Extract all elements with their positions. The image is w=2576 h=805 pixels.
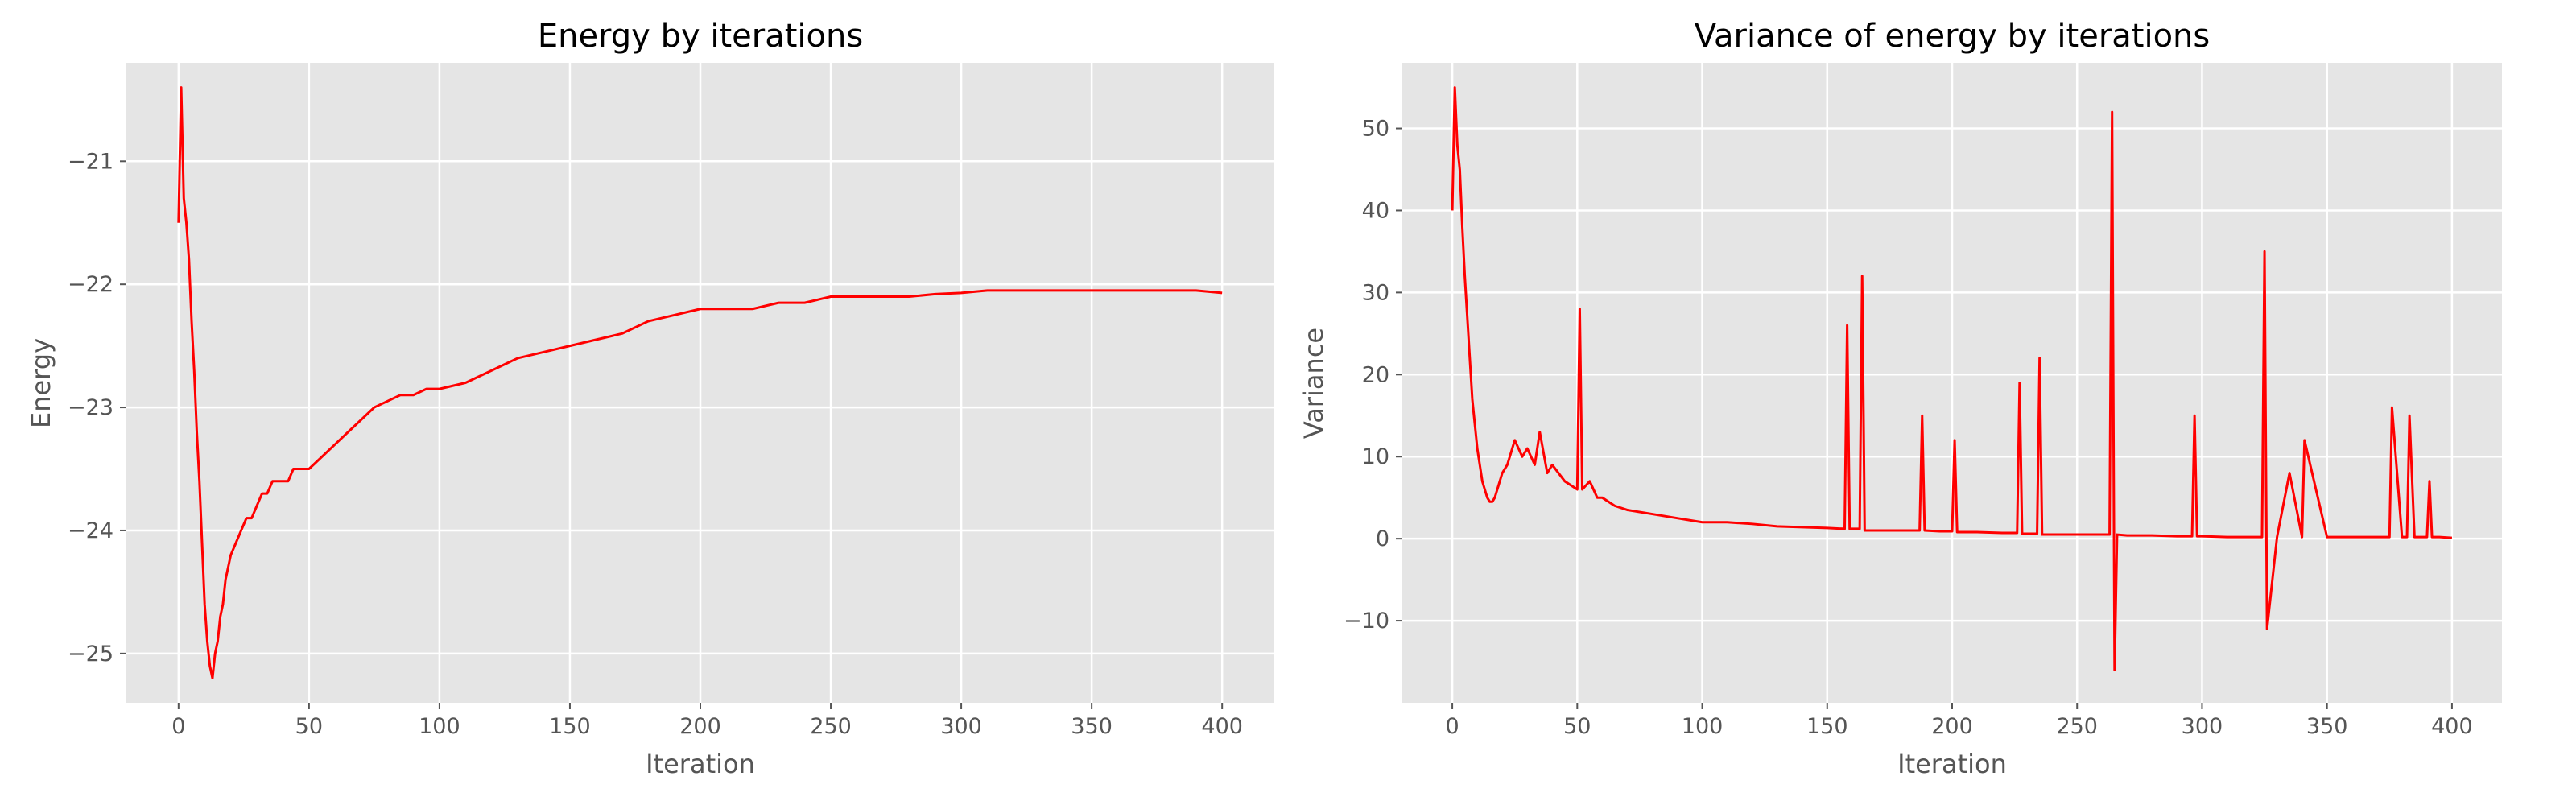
variance-x-tick-label: 100 — [1682, 714, 1724, 739]
variance-y-tick-label: 40 — [1362, 198, 1389, 223]
energy-x-axis-title: Iteration — [646, 749, 755, 779]
variance-x-tick-label: 0 — [1445, 714, 1459, 739]
variance-grid — [1402, 63, 2502, 703]
energy-y-tick-label: −23 — [68, 395, 114, 420]
energy-x-tick-label: 250 — [810, 714, 852, 739]
energy-x-tick-label: 350 — [1071, 714, 1113, 739]
energy-chart: 0 50 100 150 200 250 300 350 400−25−24−23−22−21 … — [26, 18, 1274, 779]
variance-x-tick-label: 300 — [2182, 714, 2223, 739]
variance-x-tick-label: 50 — [1563, 714, 1591, 739]
energy-y-tick-label: −25 — [68, 642, 114, 667]
variance-chart: 0 50 100 150 200 250 300 350 400 −10 0 10 20 30 40 50 V… — [1298, 18, 2502, 779]
energy-y-tick-label: −24 — [68, 518, 114, 543]
variance-y-axis-title: Variance — [1298, 328, 1329, 439]
variance-x-axis-title: Iteration — [1897, 749, 2007, 779]
energy-y-axis-title: Energy — [26, 338, 56, 428]
energy-x-tick-label: 0 — [171, 714, 185, 739]
energy-chart-title: Energy by iterations — [538, 18, 863, 55]
energy-y-tick-label: −22 — [68, 272, 114, 297]
variance-x-tick-label: 200 — [1931, 714, 1973, 739]
energy-y-tick-label: −21 — [68, 149, 114, 174]
energy-x-tick-label: 200 — [679, 714, 721, 739]
energy-series-line — [177, 86, 1223, 679]
variance-ticks: 0 50 100 150 200 250 300 350 400 −10 0 10 20 30 40 50 — [1344, 117, 2473, 739]
variance-y-tick-label: 50 — [1362, 117, 1389, 142]
variance-y-tick-label: 10 — [1362, 444, 1389, 469]
variance-y-tick-label: 30 — [1362, 280, 1389, 305]
variance-chart-title: Variance of energy by iterations — [1695, 18, 2210, 55]
energy-x-tick-label: 150 — [549, 714, 591, 739]
energy-x-tick-label: 50 — [295, 714, 323, 739]
variance-y-tick-label: 20 — [1362, 362, 1389, 387]
energy-x-tick-label: 300 — [940, 714, 982, 739]
energy-grid — [126, 63, 1274, 703]
variance-y-tick-label: 0 — [1376, 526, 1389, 551]
variance-y-tick-label: −10 — [1344, 609, 1389, 634]
variance-x-tick-label: 250 — [2056, 714, 2098, 739]
energy-x-tick-label: 100 — [419, 714, 460, 739]
energy-x-tick-label: 400 — [1201, 714, 1243, 739]
variance-x-tick-label: 400 — [2431, 714, 2473, 739]
variance-x-tick-label: 150 — [1806, 714, 1848, 739]
variance-series-line — [1451, 86, 2453, 671]
energy-ticks: 0 50 100 150 200 250 300 350 400 −25 −24 −23 −22 −21 — [68, 149, 1243, 739]
variance-x-tick-label: 350 — [2306, 714, 2348, 739]
